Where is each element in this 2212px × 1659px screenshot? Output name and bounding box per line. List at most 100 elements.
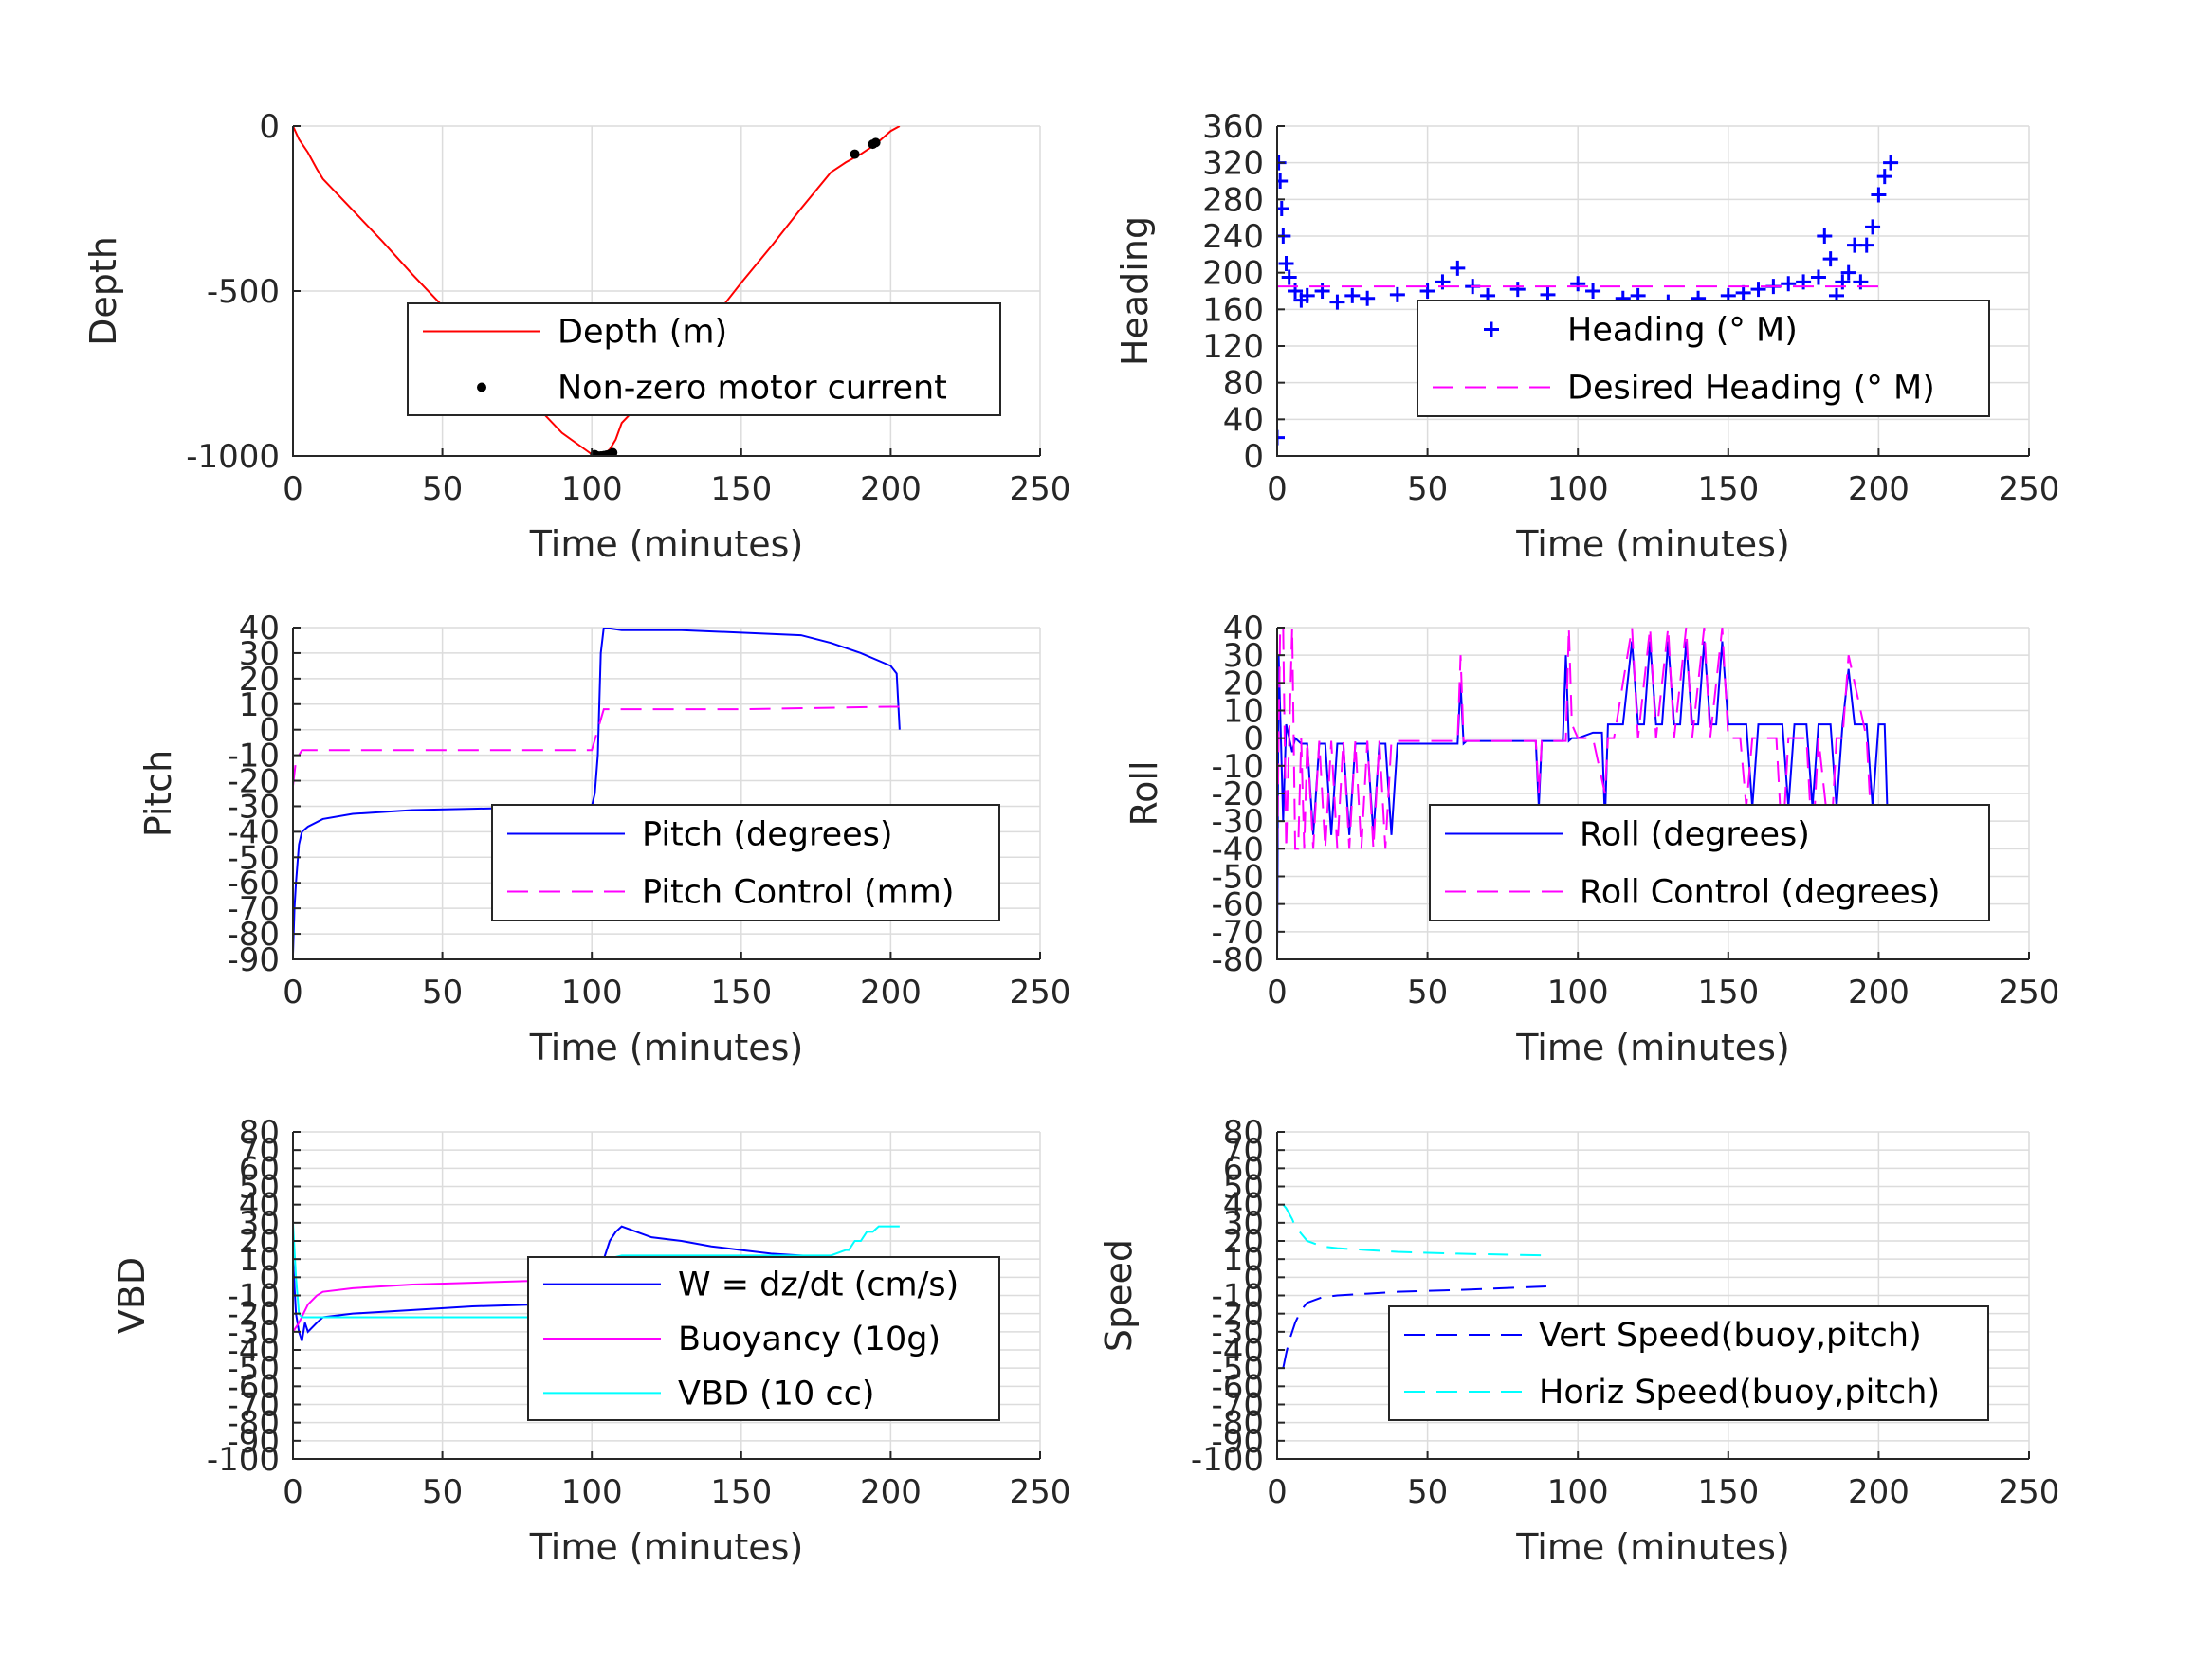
y-tick-label: 360 [1202,108,1264,146]
speed-x-axis-label: Time (minutes) [1515,1526,1790,1568]
y-tick-label: -10 [1211,1278,1264,1316]
speed-y-axis-label: Speed [1098,1239,1140,1352]
y-tick-label: -70 [227,890,280,928]
heading-series-0-point [1883,155,1899,171]
heading-series-0-point [1822,251,1838,267]
depth-series-1-point [850,149,860,159]
legend-box [1417,300,1990,417]
y-tick-label: 30 [1223,637,1264,675]
heading-chart: 0 50 100 150 200 2500408012016020024028032036… [1114,108,2059,565]
legend-box [1429,804,1990,921]
depth-series-1-point [870,137,881,148]
y-tick-label: 120 [1202,328,1264,366]
x-tick-label: 200 [860,1473,922,1511]
x-tick-label: 200 [1848,470,1910,508]
y-tick-label: -50 [227,1350,280,1388]
depth-y-axis-label: Depth [82,236,124,346]
heading-series-0-point [1450,260,1466,276]
heading-series-0-point [1360,290,1376,306]
y-tick-label: -50 [1211,859,1264,897]
heading-series-0-point [1329,294,1345,310]
depth-x-axis-label: Time (minutes) [529,523,804,565]
y-tick-label: 40 [1223,610,1264,647]
y-tick-label: -100 [207,1441,280,1479]
y-tick-label: 20 [239,1223,280,1261]
y-tick-label: 0 [1243,1259,1264,1297]
y-tick-label: 70 [239,1132,280,1170]
x-tick-label: 100 [1547,470,1609,508]
vbd-y-axis-label: VBD [111,1257,153,1334]
x-tick-label: 250 [1999,974,2060,1012]
heading-series-0-point [1277,201,1289,216]
y-tick-label: -30 [1211,1314,1264,1352]
y-tick-label: 10 [1223,1241,1264,1279]
y-tick-label: -40 [1211,830,1264,868]
y-tick-label: 60 [1223,1150,1264,1188]
y-tick-label: -80 [227,916,280,954]
y-tick-label: 50 [239,1169,280,1207]
heading-series-0-point [1570,276,1586,292]
y-tick-label: 80 [239,1114,280,1152]
heading-series-0-point [1585,283,1601,299]
x-tick-label: 150 [710,1473,772,1511]
roll-chart: 0 50 100 150 200 250-80-70-60-50-40-30-20-100… [1124,610,2059,1068]
x-tick-label: 250 [1010,1473,1071,1511]
y-tick-label: 30 [239,1205,280,1243]
y-tick-label: -20 [227,763,280,801]
y-tick-label: -90 [227,941,280,979]
heading-series-0-point [1876,169,1892,185]
heading-series-0-point [1344,287,1361,303]
y-tick-label: -90 [227,1423,280,1461]
heading-series-0-point [1735,284,1751,301]
y-tick-label: -90 [1211,1423,1264,1461]
x-tick-label: 200 [1848,974,1910,1012]
legend-entry-label: W = dz/dt (cm/s) [678,1267,959,1304]
x-tick-label: 150 [1697,1473,1759,1511]
pitch-series-1-line [293,705,900,787]
y-tick-label: -100 [1191,1441,1264,1479]
y-tick-label: 40 [239,1187,280,1225]
legend-box [491,804,1000,921]
x-tick-label: 150 [1697,974,1759,1012]
speed-series-1-line [1282,1204,1548,1257]
y-tick-label: 40 [239,610,280,647]
x-tick-label: 100 [1547,974,1609,1012]
legend-entry-label: Pitch Control (mm) [642,874,954,912]
speed-legend: Vert Speed(buoy,pitch) Horiz Speed(buoy,p… [1388,1305,1989,1421]
x-tick-label: 0 [283,974,303,1012]
y-tick-label: -20 [227,1296,280,1334]
y-tick-label: 10 [1223,693,1264,731]
x-tick-label: 0 [1267,1473,1288,1511]
heading-series-0-point [1871,187,1887,203]
x-tick-label: 50 [1407,974,1448,1012]
y-tick-label: -50 [1211,1350,1264,1388]
x-tick-label: 50 [1407,470,1448,508]
x-tick-label: 0 [283,1473,303,1511]
roll-legend: Roll (degrees) Roll Control (degrees) [1429,804,1990,921]
y-tick-label: -70 [1211,914,1264,952]
x-tick-label: 150 [1697,470,1759,508]
heading-x-axis-label: Time (minutes) [1515,523,1790,565]
y-tick-label: 80 [1223,1114,1264,1152]
y-tick-label: 40 [1223,1187,1264,1225]
roll-y-axis-label: Roll [1124,760,1165,826]
y-tick-label: 30 [1223,1205,1264,1243]
x-tick-label: 250 [1010,470,1071,508]
y-tick-label: 20 [1223,1223,1264,1261]
pitch-series-0-line [293,628,901,955]
x-tick-label: 200 [860,974,922,1012]
y-tick-label: -10 [227,738,280,775]
y-tick-label: -80 [1211,1405,1264,1443]
heading-series-0-point [1840,264,1856,281]
legend-box [1388,1305,1989,1421]
x-tick-label: 100 [561,974,623,1012]
legend-swatch [477,382,486,392]
depth-legend: Depth (m) Non-zero motor current [407,302,1001,416]
y-tick-label: 10 [239,1241,280,1279]
x-tick-label: 0 [1267,974,1288,1012]
y-tick-label: -60 [227,865,280,902]
y-tick-label: 20 [239,661,280,699]
y-tick-label: 70 [1223,1132,1264,1170]
legend-entry-label: Desired Heading (° M) [1567,370,1935,408]
